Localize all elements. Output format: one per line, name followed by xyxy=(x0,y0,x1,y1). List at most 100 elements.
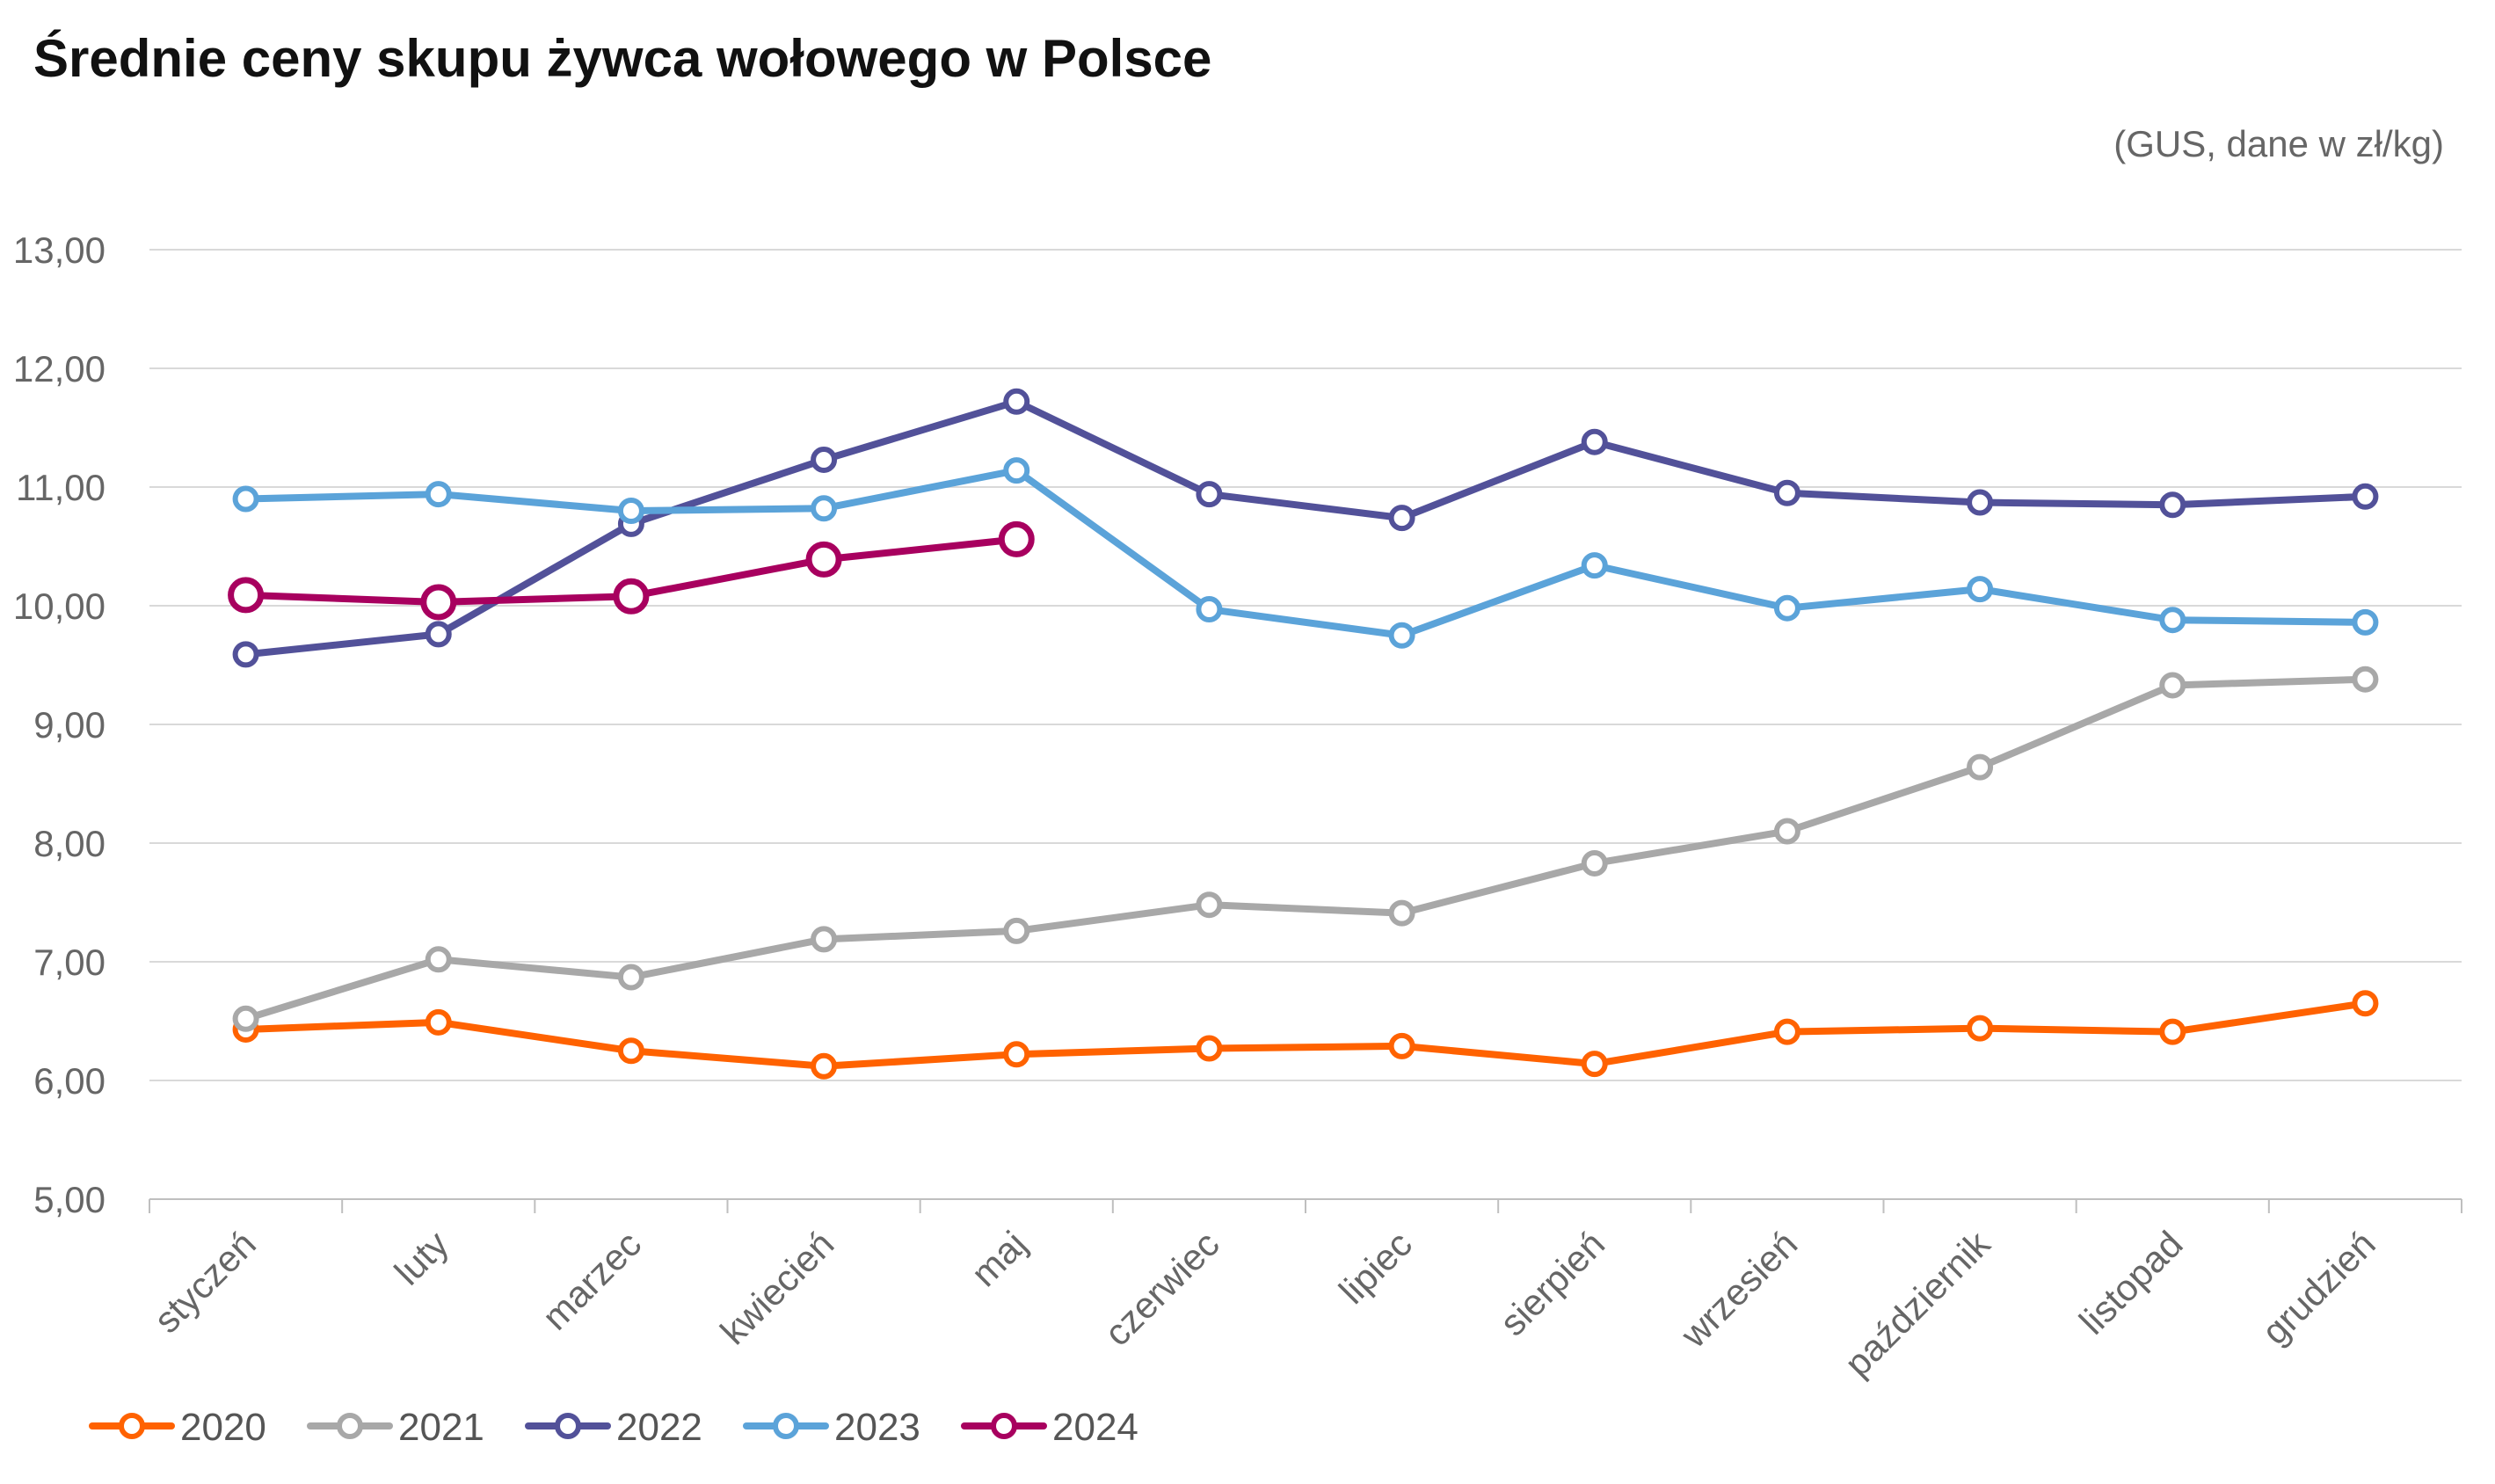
data-point xyxy=(420,584,457,621)
x-tick-label: marzec xyxy=(535,1223,650,1338)
data-point xyxy=(232,641,259,668)
gridlines xyxy=(149,249,2462,1081)
x-axis-ticks: styczeń luty marzec kwiecień maj czerwiec lipi… xyxy=(146,1222,2383,1384)
data-point xyxy=(2159,607,2186,634)
data-point xyxy=(1773,594,1800,622)
data-point xyxy=(1003,388,1030,415)
y-tick-label: 6,00 xyxy=(33,1060,105,1102)
data-point xyxy=(1388,505,1415,532)
data-point xyxy=(811,1052,838,1080)
data-point xyxy=(617,498,644,524)
series-2020 xyxy=(232,990,2379,1080)
data-point xyxy=(232,1005,259,1032)
data-point xyxy=(232,485,259,513)
data-point xyxy=(613,578,650,615)
data-point xyxy=(2159,1018,2186,1045)
data-point xyxy=(1388,1032,1415,1059)
legend-label: 2022 xyxy=(616,1406,702,1449)
legend-swatch-marker xyxy=(991,1413,1017,1439)
data-point xyxy=(1967,1015,1994,1042)
data-point xyxy=(2352,666,2379,693)
x-axis xyxy=(149,1198,2462,1213)
legend-swatch-marker xyxy=(119,1413,145,1439)
data-point xyxy=(811,495,838,522)
legend-label: 2021 xyxy=(398,1406,484,1449)
x-tick-label: sierpień xyxy=(1492,1223,1612,1343)
legend-item-2023: 2023 xyxy=(743,1406,920,1449)
data-point xyxy=(1196,596,1223,623)
y-tick-label: 13,00 xyxy=(13,229,105,271)
data-point xyxy=(1967,489,1994,516)
data-point xyxy=(1581,552,1608,579)
data-point xyxy=(425,481,452,508)
x-tick-label: czerwiec xyxy=(1096,1223,1227,1354)
y-tick-label: 8,00 xyxy=(33,823,105,864)
series-2024 xyxy=(228,520,1035,621)
series-line xyxy=(242,675,2369,1022)
y-tick-label: 12,00 xyxy=(13,348,105,389)
data-point xyxy=(1967,753,1994,781)
legend-swatch-marker xyxy=(337,1413,363,1439)
legend: 2020 2021 2022 2023 2024 xyxy=(89,1406,1138,1449)
data-point xyxy=(2352,483,2379,510)
x-tick-label: styczeń xyxy=(146,1223,264,1341)
data-point xyxy=(811,926,838,953)
x-tick-label: wrzesień xyxy=(1672,1223,1805,1356)
y-tick-label: 5,00 xyxy=(33,1179,105,1220)
y-tick-label: 9,00 xyxy=(33,704,105,746)
data-point xyxy=(425,946,452,973)
data-point xyxy=(2159,672,2186,699)
data-point xyxy=(1003,1041,1030,1068)
x-tick-label: październik xyxy=(1837,1222,1998,1384)
y-tick-label: 10,00 xyxy=(13,586,105,627)
data-point xyxy=(811,446,838,473)
data-point xyxy=(1581,849,1608,877)
chart-title: Średnie ceny skupu żywca wołowego w Pols… xyxy=(33,29,1212,88)
legend-item-2021: 2021 xyxy=(307,1406,484,1449)
x-tick-label: maj xyxy=(964,1223,1035,1294)
data-point xyxy=(1773,818,1800,845)
x-tick-label: luty xyxy=(387,1223,456,1292)
y-axis-ticks: 5,00 6,00 7,00 8,00 9,00 10,00 11,00 12,00 13,00 xyxy=(13,229,105,1220)
data-point xyxy=(1196,481,1223,508)
legend-label: 2020 xyxy=(180,1406,266,1449)
data-point xyxy=(1196,891,1223,919)
data-point xyxy=(228,577,265,614)
data-point xyxy=(1773,479,1800,506)
data-point xyxy=(1003,457,1030,484)
data-point xyxy=(1388,622,1415,649)
data-point xyxy=(1196,1035,1223,1062)
x-tick-label: listopad xyxy=(2071,1223,2191,1342)
data-point xyxy=(998,520,1035,557)
legend-swatch-marker xyxy=(773,1413,799,1439)
series-line xyxy=(242,1000,2369,1070)
data-point xyxy=(2352,990,2379,1017)
legend-label: 2023 xyxy=(834,1406,920,1449)
data-point xyxy=(1388,899,1415,927)
legend-label: 2024 xyxy=(1052,1406,1138,1449)
series-lines xyxy=(228,388,2379,1080)
x-tick-label: grudzień xyxy=(2254,1223,2383,1352)
data-point xyxy=(1003,917,1030,944)
data-point xyxy=(1967,576,1994,603)
data-point xyxy=(805,541,842,578)
legend-item-2022: 2022 xyxy=(525,1406,702,1449)
data-point xyxy=(2159,491,2186,519)
legend-item-2024: 2024 xyxy=(961,1406,1138,1449)
series-2023 xyxy=(232,457,2379,649)
chart-subtitle: (GUS, dane w zł/kg) xyxy=(2113,123,2444,164)
y-tick-label: 7,00 xyxy=(33,942,105,983)
series-line xyxy=(242,397,2369,658)
legend-item-2020: 2020 xyxy=(89,1406,266,1449)
x-tick-label: kwiecień xyxy=(712,1223,841,1352)
legend-swatch-marker xyxy=(555,1413,581,1439)
data-point xyxy=(1581,1051,1608,1078)
data-point xyxy=(425,1008,452,1036)
data-point xyxy=(425,621,452,648)
data-point xyxy=(1581,428,1608,455)
data-point xyxy=(617,964,644,991)
series-line xyxy=(242,467,2369,639)
data-point xyxy=(2352,608,2379,636)
x-tick-label: lipiec xyxy=(1331,1223,1420,1312)
